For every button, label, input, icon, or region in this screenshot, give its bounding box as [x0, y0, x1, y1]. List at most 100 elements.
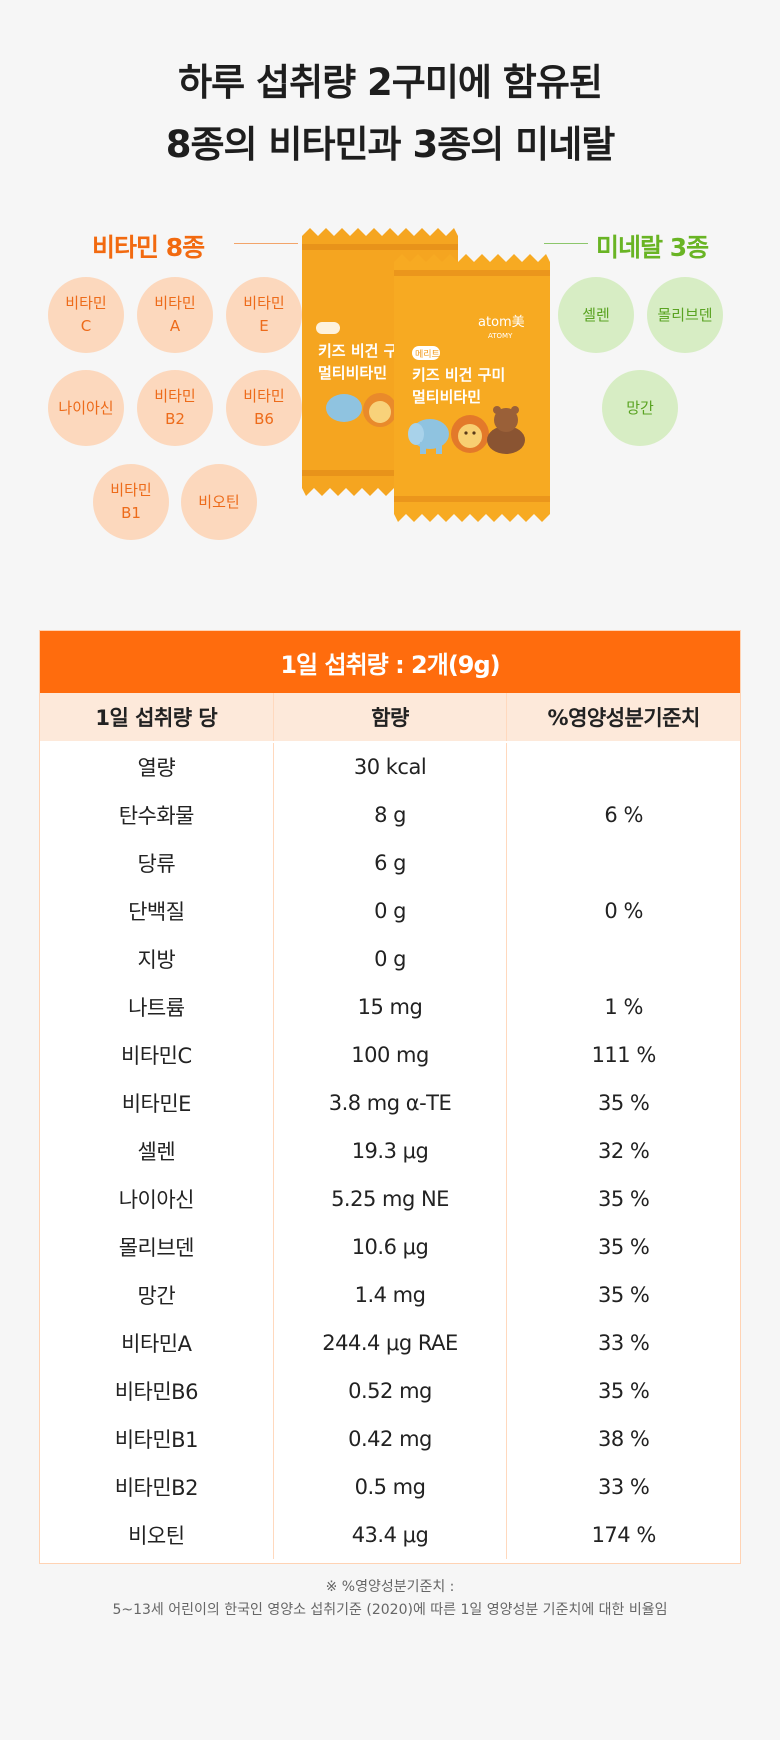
amount-cell: 6 g: [274, 839, 508, 887]
nutrient-name-cell: 몰리브덴: [40, 1223, 274, 1271]
column-header-daily-value: %영양성분기준치: [547, 706, 701, 730]
vitamin-a-circle: 비타민 A: [137, 277, 213, 353]
vitamin-e-circle: 비타민 E: [226, 277, 302, 353]
svg-text:멀티비타민: 멀티비타민: [318, 364, 387, 382]
nutrient-name-cell: 비타민C: [40, 1031, 274, 1079]
amount-cell: 15 mg: [274, 983, 508, 1031]
table-row: 셀렌 19.3 μg 32 %: [40, 1127, 740, 1175]
amount-cell: 8 g: [274, 791, 508, 839]
table-row: 열량 30 kcal: [40, 743, 740, 791]
amount-cell: 0 g: [274, 887, 508, 935]
brand-logo: atom美: [478, 315, 525, 330]
daily-value-cell: [507, 839, 740, 887]
amount-cell: 0.52 mg: [274, 1367, 508, 1415]
biotin-circle: 비오틴: [181, 464, 257, 540]
amount-cell: 0.42 mg: [274, 1415, 508, 1463]
headline-line-1: 하루 섭취량 2구미에 함유된: [178, 61, 603, 104]
table-row: 몰리브덴 10.6 μg 35 %: [40, 1223, 740, 1271]
nutrient-name-cell: 나트륨: [40, 983, 274, 1031]
daily-value-cell: 0 %: [604, 899, 643, 923]
nutrient-name-cell: 비타민A: [40, 1319, 274, 1367]
nutrient-name-cell: 비타민E: [40, 1079, 274, 1127]
selenium-circle: 셀렌: [558, 277, 634, 353]
amount-cell: 244.4 μg RAE: [274, 1319, 508, 1367]
vitamin-leader-line: [234, 243, 298, 244]
amount-cell: 3.8 mg α-TE: [274, 1079, 508, 1127]
column-header-serving: 1일 섭취량 당: [40, 693, 274, 741]
daily-value-cell: 35 %: [598, 1091, 650, 1115]
daily-value-cell: 32 %: [598, 1139, 650, 1163]
daily-value-cell: 33 %: [598, 1331, 650, 1355]
table-row: 비타민B2 0.5 mg 33 %: [40, 1463, 740, 1511]
nutrient-name-cell: 열량: [40, 743, 274, 791]
table-row: 나트륨 15 mg 1 %: [40, 983, 740, 1031]
nutrient-name-cell: 단백질: [40, 887, 274, 935]
table-row: 비타민E 3.8 mg α-TE 35 %: [40, 1079, 740, 1127]
product-pack-front: atom美 ATOMY 메리트 키즈 비건 구미 멀티비타민: [394, 254, 550, 522]
nutrition-table-column-header: 1일 섭취량 당 함량 %영양성분기준치: [40, 693, 740, 741]
daily-value-cell: 35 %: [598, 1187, 650, 1211]
table-row: 비타민B6 0.52 mg 35 %: [40, 1367, 740, 1415]
daily-value-cell: 35 %: [598, 1379, 650, 1403]
product-badge: 메리트: [415, 349, 440, 360]
amount-cell: 100 mg: [274, 1031, 508, 1079]
daily-value-cell: 33 %: [598, 1475, 650, 1499]
nutrient-name-cell: 당류: [40, 839, 274, 887]
daily-value-cell: 111 %: [591, 1043, 657, 1067]
product-name-line-1: 키즈 비건 구미: [412, 366, 505, 384]
footnote-line-2: 5~13세 어린이의 한국인 영양소 섭취기준 (2020)에 따른 1일 영양…: [112, 1602, 668, 1618]
nutrient-name-cell: 비타민B1: [40, 1415, 274, 1463]
table-row: 당류 6 g: [40, 839, 740, 887]
amount-cell: 10.6 μg: [274, 1223, 508, 1271]
nutrient-name-cell: 지방: [40, 935, 274, 983]
table-row: 지방 0 g: [40, 935, 740, 983]
daily-value-cell: 35 %: [598, 1283, 650, 1307]
table-row: 비오틴 43.4 μg 174 %: [40, 1511, 740, 1559]
nutrient-name-cell: 탄수화물: [40, 791, 274, 839]
vitamin-b1-circle: 비타민 B1: [93, 464, 169, 540]
amount-cell: 0 g: [274, 935, 508, 983]
daily-value-cell: [507, 743, 740, 791]
amount-cell: 43.4 μg: [274, 1511, 508, 1559]
headline-line-2: 8종의 비타민과 3종의 미네랄: [165, 123, 616, 166]
nutrient-name-cell: 비타민B6: [40, 1367, 274, 1415]
product-name-line-2: 멀티비타민: [412, 388, 481, 406]
nutrient-name-cell: 비타민B2: [40, 1463, 274, 1511]
daily-value-cell: 6 %: [604, 803, 643, 827]
table-row: 나이아신 5.25 mg NE 35 %: [40, 1175, 740, 1223]
vitamin-b6-circle: 비타민 B6: [226, 370, 302, 446]
table-row: 비타민C 100 mg 111 %: [40, 1031, 740, 1079]
nutrient-name-cell: 나이아신: [40, 1175, 274, 1223]
amount-cell: 30 kcal: [274, 743, 508, 791]
nutrient-name-cell: 망간: [40, 1271, 274, 1319]
brand-sub-logo: ATOMY: [488, 332, 513, 340]
table-row: 망간 1.4 mg 35 %: [40, 1271, 740, 1319]
vitamin-group-title: 비타민 8종: [92, 233, 205, 262]
nutrient-name-cell: 셀렌: [40, 1127, 274, 1175]
vitamin-b2-circle: 비타민 B2: [137, 370, 213, 446]
molybdenum-circle: 몰리브덴: [647, 277, 723, 353]
daily-value-cell: [507, 935, 740, 983]
nutrition-table-title: 1일 섭취량 : 2개(9g): [40, 631, 740, 693]
amount-cell: 5.25 mg NE: [274, 1175, 508, 1223]
footnote-line-1: ※ %영양성분기준치 :: [325, 1579, 455, 1595]
daily-value-cell: 35 %: [598, 1235, 650, 1259]
nutrition-table: 1일 섭취량 : 2개(9g) 1일 섭취량 당 함량 %영양성분기준치 열량 3…: [39, 630, 741, 1564]
table-row: 탄수화물 8 g 6 %: [40, 791, 740, 839]
svg-text:키즈 비건 구: 키즈 비건 구: [318, 342, 398, 360]
amount-cell: 19.3 μg: [274, 1127, 508, 1175]
daily-value-cell: 1 %: [604, 995, 643, 1019]
mineral-group-title: 미네랄 3종: [596, 233, 709, 262]
table-row: 단백질 0 g 0 %: [40, 887, 740, 935]
amount-cell: 0.5 mg: [274, 1463, 508, 1511]
headline: 하루 섭취량 2구미에 함유된 8종의 비타민과 3종의 미네랄: [0, 52, 780, 176]
nutrient-name-cell: 비오틴: [40, 1511, 274, 1559]
table-row: 비타민A 244.4 μg RAE 33 %: [40, 1319, 740, 1367]
niacin-circle: 나이아신: [48, 370, 124, 446]
amount-cell: 1.4 mg: [274, 1271, 508, 1319]
table-row: 비타민B1 0.42 mg 38 %: [40, 1415, 740, 1463]
manganese-circle: 망간: [602, 370, 678, 446]
mineral-leader-line: [544, 243, 588, 244]
daily-value-cell: 38 %: [598, 1427, 650, 1451]
